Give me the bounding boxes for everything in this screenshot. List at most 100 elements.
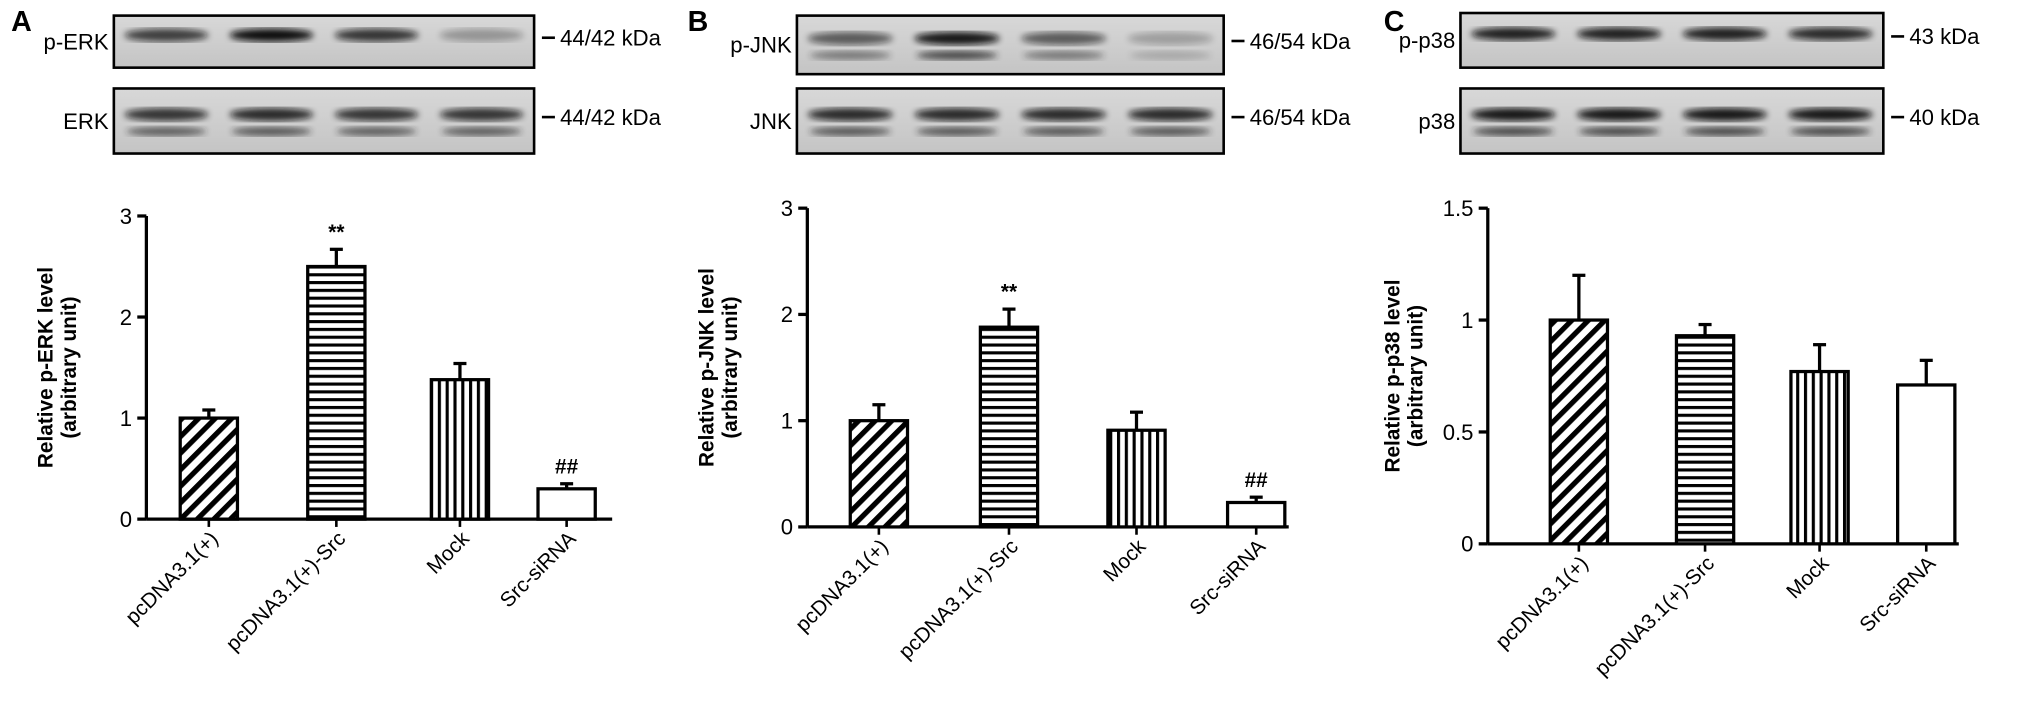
y-tick-label: 2 xyxy=(781,302,793,327)
blot-image xyxy=(795,14,1225,76)
error-bar xyxy=(202,408,216,419)
bar xyxy=(306,264,367,521)
blot-band xyxy=(1788,27,1873,41)
blot-band xyxy=(916,50,998,60)
significance-label: ** xyxy=(1001,281,1018,304)
bar xyxy=(178,416,240,521)
blot-band xyxy=(1129,126,1211,136)
blot-image xyxy=(1459,87,1885,155)
x-tick-label: pcDNA3.1(+)-Src xyxy=(1590,552,1719,681)
error-bar xyxy=(1572,273,1586,321)
blot-band xyxy=(1020,31,1107,45)
x-tick-label: pcDNA3.1(+) xyxy=(791,535,893,637)
significance-label: ## xyxy=(1245,469,1269,492)
blot-band xyxy=(231,126,312,136)
blot-band xyxy=(914,31,1000,45)
bar xyxy=(1789,369,1850,546)
blot-band xyxy=(1473,126,1554,136)
x-tick-label: Src-siRNA xyxy=(1185,535,1270,620)
y-tick-label: 3 xyxy=(120,204,132,229)
blot-band xyxy=(439,107,524,121)
blot-band xyxy=(124,28,209,42)
bar xyxy=(978,325,1040,529)
y-tick-label: 1 xyxy=(120,406,132,431)
panel-letter: A xyxy=(11,6,32,38)
bar xyxy=(1548,318,1610,546)
blot-band xyxy=(914,107,1000,121)
y-tick-label: 2 xyxy=(120,305,132,330)
blot-band xyxy=(229,28,314,42)
blot-band xyxy=(334,107,419,121)
size-label: 44/42 kDa xyxy=(560,105,661,130)
blot-band xyxy=(1127,107,1214,121)
panel-letter: B xyxy=(688,6,709,38)
x-tick-label: Mock xyxy=(1782,552,1834,604)
error-bar xyxy=(872,403,886,421)
significance-label: ## xyxy=(555,455,579,478)
blot-band xyxy=(1023,50,1105,60)
blot-label: p-ERK xyxy=(44,29,109,54)
bar xyxy=(1674,334,1736,546)
error-bar xyxy=(1249,495,1263,503)
blot-band xyxy=(809,126,891,136)
y-axis-label: (arbitrary unit) xyxy=(1405,305,1428,447)
bar xyxy=(848,419,910,529)
y-axis-label: Relative p-p38 level xyxy=(1381,279,1404,472)
blot-label: p-p38 xyxy=(1399,28,1456,53)
x-tick-label: pcDNA3.1(+) xyxy=(1491,552,1593,654)
blot-band xyxy=(916,126,998,136)
error-bar xyxy=(453,361,467,380)
y-tick-label: 1 xyxy=(781,408,793,433)
blot-band xyxy=(807,31,893,45)
blot-band xyxy=(807,107,893,121)
blot-band xyxy=(1576,107,1662,121)
x-tick-label: Mock xyxy=(422,527,474,579)
size-label: 46/54 kDa xyxy=(1250,105,1351,130)
error-bar xyxy=(329,247,343,267)
blot-band xyxy=(1684,126,1765,136)
y-tick-label: 0.5 xyxy=(1443,420,1474,445)
y-axis-label: Relative p-JNK level xyxy=(696,268,719,467)
bar xyxy=(1106,428,1167,529)
blot-band xyxy=(1576,27,1662,41)
x-tick-label: pcDNA3.1(+)-Src xyxy=(222,527,351,656)
y-axis-label: (arbitrary unit) xyxy=(58,296,81,438)
error-bar xyxy=(1919,358,1933,385)
y-tick-label: 1 xyxy=(1461,308,1473,333)
blot-band xyxy=(1129,50,1211,60)
blot-band xyxy=(126,126,207,136)
y-tick-label: 0 xyxy=(781,515,793,540)
bar xyxy=(1896,383,1957,546)
blot-band xyxy=(336,126,417,136)
blot-band xyxy=(1023,126,1105,136)
blot-band xyxy=(1682,27,1768,41)
blot-label: JNK xyxy=(750,109,792,134)
blot-image xyxy=(112,14,536,69)
blot-image xyxy=(112,87,536,155)
blot-band xyxy=(1788,107,1873,121)
x-tick-label: pcDNA3.1(+)-Src xyxy=(894,535,1023,664)
bar xyxy=(1225,500,1287,529)
blot-band xyxy=(1471,27,1556,41)
blot-band xyxy=(439,28,524,42)
blot-band xyxy=(1682,107,1768,121)
blot-band xyxy=(809,50,891,60)
x-tick-label: Src-siRNA xyxy=(496,527,581,612)
blot-label: ERK xyxy=(63,109,109,134)
blot-band xyxy=(1127,31,1214,45)
panel-letter: C xyxy=(1384,6,1405,38)
error-bar xyxy=(1813,343,1827,372)
size-label: 40 kDa xyxy=(1909,105,1980,130)
blot-band xyxy=(1471,107,1556,121)
blot-band xyxy=(334,28,419,42)
bar xyxy=(429,378,491,521)
error-bar xyxy=(1698,322,1712,336)
y-axis-label: Relative p-ERK level xyxy=(35,267,58,468)
blot-band xyxy=(441,126,522,136)
size-label: 44/42 kDa xyxy=(560,26,661,51)
blot-image xyxy=(795,87,1225,155)
error-bar xyxy=(1129,410,1144,431)
y-tick-label: 0 xyxy=(1461,532,1473,557)
